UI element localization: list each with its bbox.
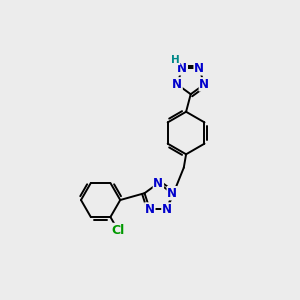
Text: N: N xyxy=(153,177,164,190)
Text: N: N xyxy=(162,203,172,216)
Text: N: N xyxy=(145,203,155,216)
Text: H: H xyxy=(171,55,180,64)
Text: N: N xyxy=(172,78,182,91)
Text: N: N xyxy=(199,78,209,91)
Text: N: N xyxy=(194,62,204,75)
Text: N: N xyxy=(167,187,177,200)
Text: N: N xyxy=(177,62,187,75)
Text: Cl: Cl xyxy=(111,224,124,236)
